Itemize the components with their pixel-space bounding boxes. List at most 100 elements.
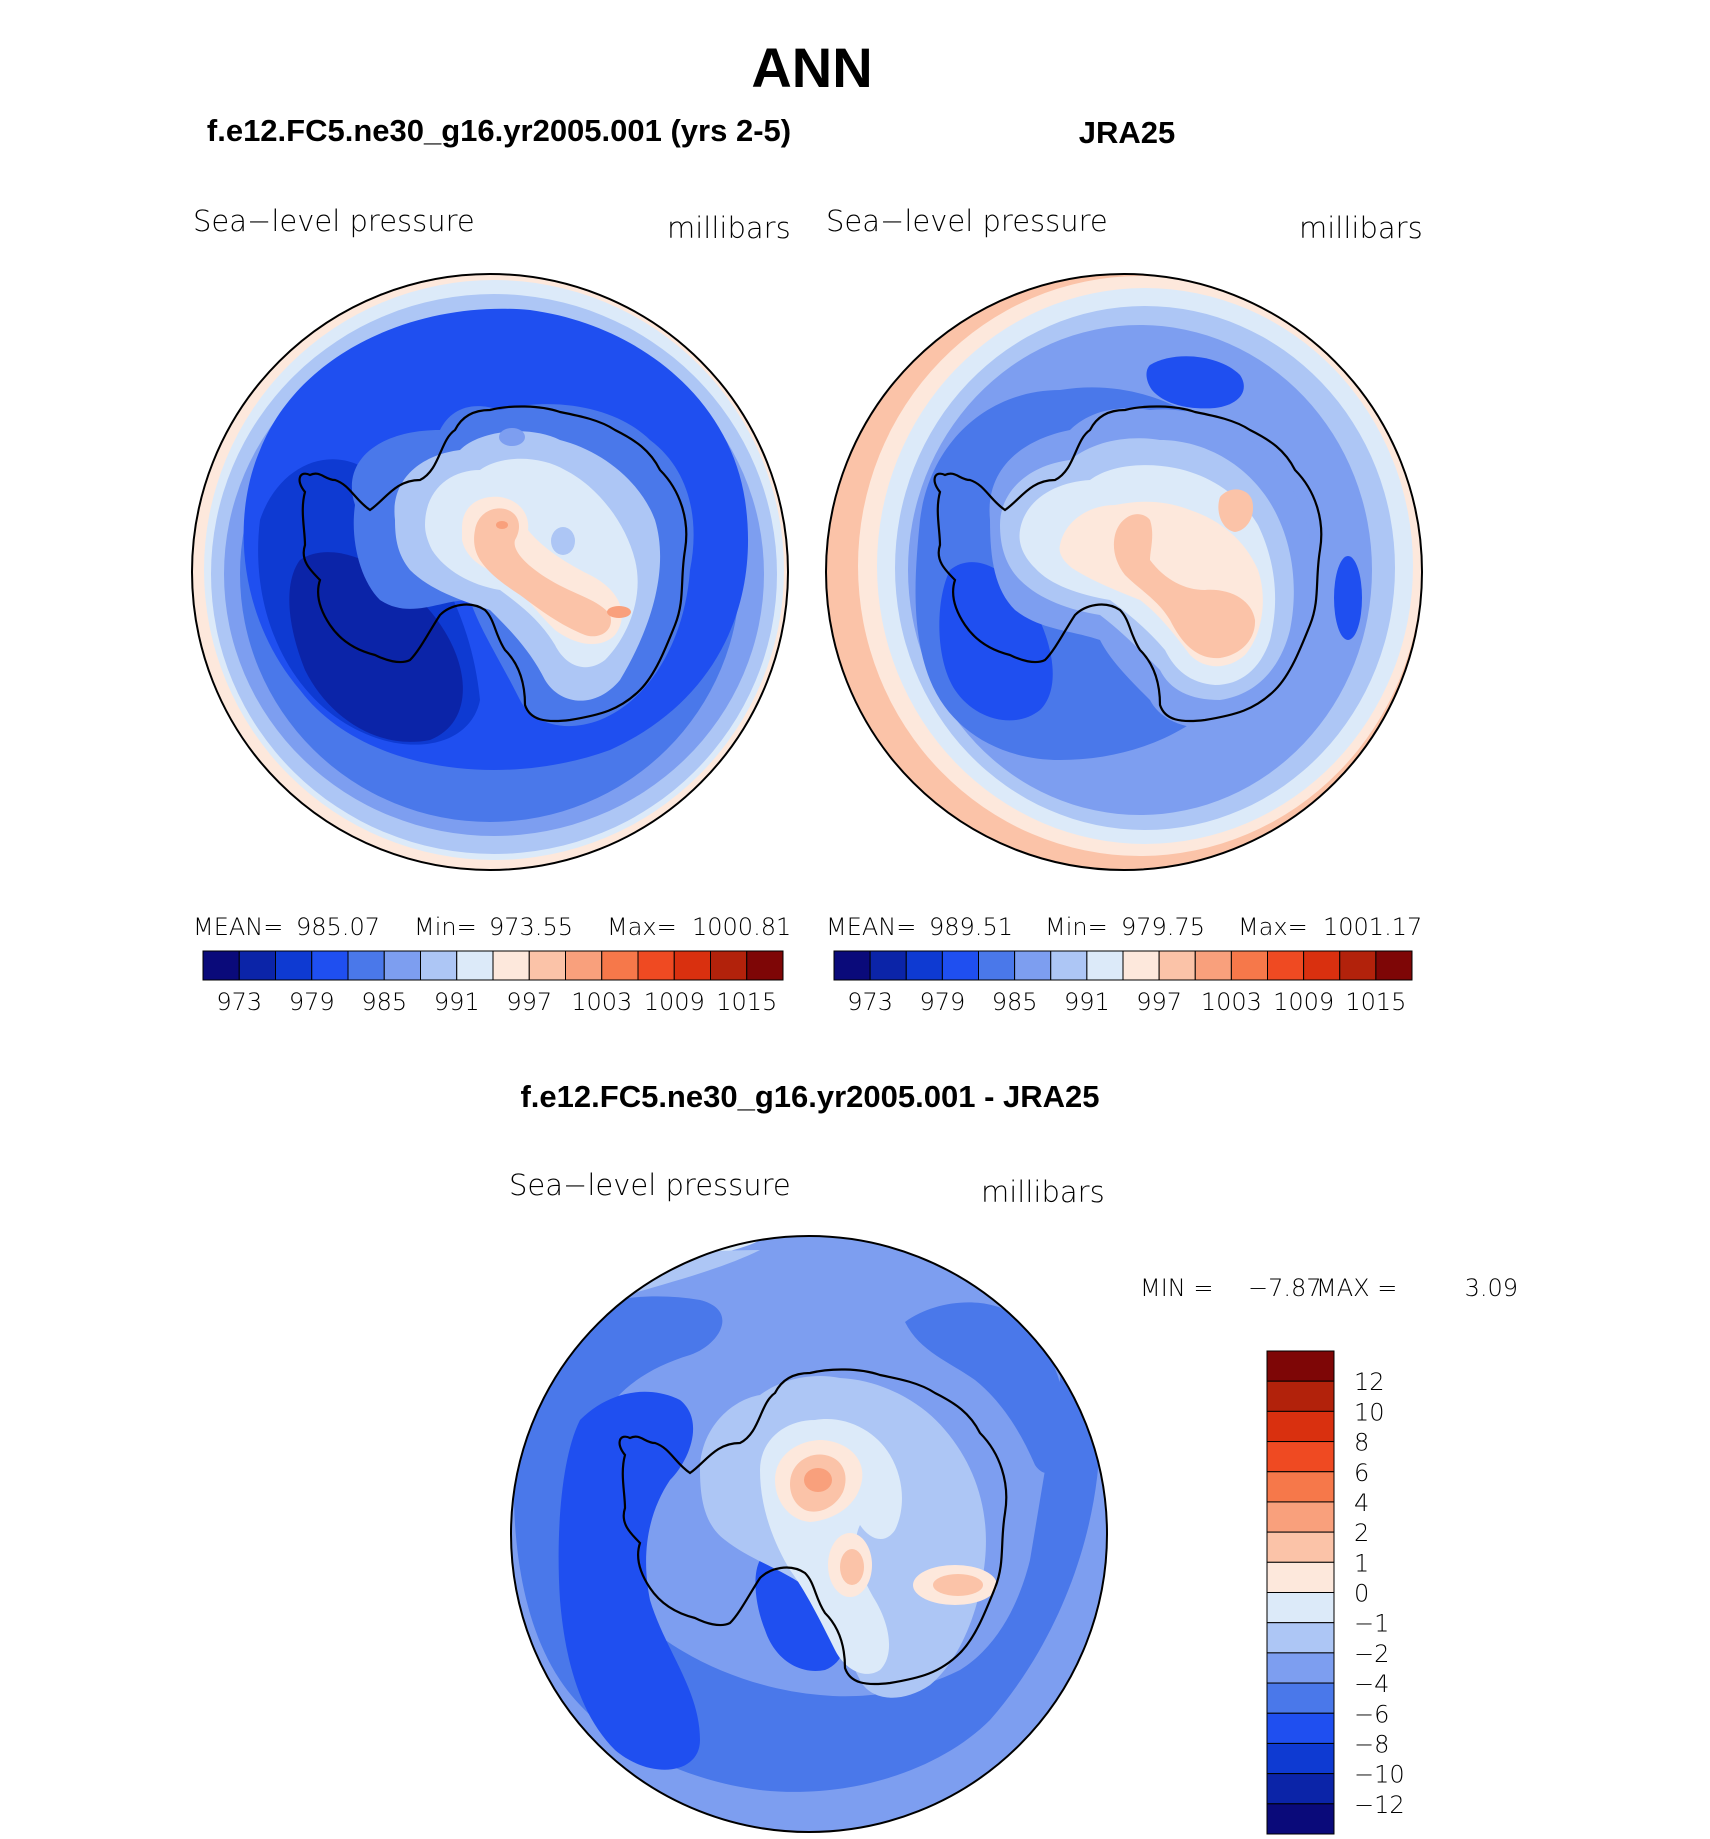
map-border-model xyxy=(191,273,789,871)
stat-mean-label-model: MEAN= xyxy=(193,913,283,941)
colorbar-tick-label: 0 xyxy=(1354,1580,1369,1608)
colorbar-tick-label: 1003 xyxy=(571,988,632,1016)
stat-mean-label-obs: MEAN= xyxy=(826,913,916,941)
colorbar-swatch xyxy=(1122,950,1160,981)
stat-max-value-obs: 1001.17 xyxy=(1323,913,1422,941)
colorbar-swatch xyxy=(528,950,566,981)
diff-low-minus6-north xyxy=(905,1302,1066,1473)
colorbar-swatch xyxy=(1266,1742,1335,1775)
stat-min-value-diff: −7.87 xyxy=(1248,1274,1322,1302)
colorbar-swatch xyxy=(456,950,494,981)
high-1003 xyxy=(607,606,631,618)
colorbar-swatch xyxy=(565,950,603,981)
colorbar-swatch xyxy=(275,950,313,981)
colorbar-swatch xyxy=(905,950,943,981)
colorbar-tick-label: 6 xyxy=(1354,1459,1369,1487)
stat-max-value-model: 1000.81 xyxy=(692,913,791,941)
stat-min-label-model: Min= xyxy=(414,913,477,941)
colorbar-swatch xyxy=(1050,950,1088,981)
colorbar-tick-label: 997 xyxy=(1136,988,1182,1016)
stat-max-value-diff: 3.09 xyxy=(1465,1274,1518,1302)
map-border-obs xyxy=(825,273,1423,871)
colorbar-tick-label: 985 xyxy=(361,988,407,1016)
map-model xyxy=(192,274,788,870)
colorbar-swatch xyxy=(710,950,748,981)
colorbar-tick-label: 985 xyxy=(992,988,1038,1016)
colorbar-swatch xyxy=(869,950,907,981)
units-label-diff: millibars xyxy=(981,1175,1105,1209)
variable-label-obs: Sea−level pressure xyxy=(826,204,1108,238)
colorbar-tick-label: 1015 xyxy=(716,988,777,1016)
high-1003-west xyxy=(496,521,508,529)
colorbar-tick-label: 991 xyxy=(1064,988,1110,1016)
colorbar-swatch xyxy=(1230,950,1268,981)
colorbar-swatch xyxy=(1266,1380,1335,1412)
contour-982-east xyxy=(1334,556,1362,640)
colorbar-swatch xyxy=(601,950,639,981)
colorbar-swatch xyxy=(1266,1531,1335,1563)
colorbar-tick-label: 1015 xyxy=(1345,988,1406,1016)
high-1000 xyxy=(474,508,611,637)
colorbar-tick-label: −1 xyxy=(1354,1610,1389,1638)
colorbar-tick-label: −6 xyxy=(1354,1700,1389,1728)
dip-plateau xyxy=(551,527,575,555)
stat-min-label-diff: MIN = xyxy=(1140,1274,1213,1302)
colorbar-swatch xyxy=(383,950,421,981)
colorbar-tick-label: 8 xyxy=(1354,1429,1369,1457)
colorbar-tick-label: 979 xyxy=(289,988,335,1016)
stat-mean-value-model: 985.07 xyxy=(296,913,380,941)
colorbar-swatch xyxy=(1266,1441,1335,1473)
colorbar-tick-label: −8 xyxy=(1354,1730,1389,1758)
colorbar-tick-label: 1009 xyxy=(1273,988,1334,1016)
stat-mean-value-obs: 989.51 xyxy=(929,913,1013,941)
colorbar-tick-label: 2 xyxy=(1354,1519,1369,1547)
colorbar-swatch xyxy=(1303,950,1341,981)
diff-south-plus2 xyxy=(840,1549,864,1585)
units-label-obs: millibars xyxy=(1299,211,1423,245)
colorbar-tick-label: 1 xyxy=(1354,1549,1369,1577)
diff-high-plus4 xyxy=(804,1468,832,1492)
colorbar-tick-label: 4 xyxy=(1354,1489,1369,1517)
stat-max-label-model: Max= xyxy=(607,913,677,941)
colorbar-swatch xyxy=(1266,1350,1335,1382)
map-border-diff xyxy=(510,1235,1108,1833)
colorbar-swatch xyxy=(238,950,276,981)
coastline-model xyxy=(298,405,688,723)
colorbar-swatch xyxy=(1194,950,1232,981)
dip-north xyxy=(499,428,525,446)
colorbar-swatch xyxy=(1266,1712,1335,1744)
high-1000 xyxy=(1113,514,1256,659)
colorbar-swatch xyxy=(1266,1471,1335,1503)
colorbar-swatch xyxy=(833,950,871,981)
colorbar-swatch xyxy=(1267,950,1305,981)
contour-982-north xyxy=(1146,356,1244,409)
colorbar-swatch xyxy=(1158,950,1196,981)
stat-min-value-model: 973.55 xyxy=(489,913,573,941)
colorbar-tick-label: −10 xyxy=(1354,1761,1405,1789)
colorbar-tick-label: 1003 xyxy=(1201,988,1262,1016)
colorbar-model: 973 979 985 991 997 1003 1009 1015 xyxy=(202,950,784,1016)
variable-label-model: Sea−level pressure xyxy=(193,204,475,238)
colorbar-tick-label: 12 xyxy=(1354,1368,1385,1396)
colorbar-swatch xyxy=(746,950,784,981)
variable-label-diff: Sea−level pressure xyxy=(509,1168,791,1202)
colorbar-swatch xyxy=(1266,1682,1335,1714)
colorbar-swatch xyxy=(637,950,675,981)
colorbar-tick-label: 997 xyxy=(506,988,552,1016)
coastline-diff xyxy=(618,1368,1008,1686)
panel-title-model: f.e12.FC5.ne30_g16.yr2005.001 (yrs 2-5) xyxy=(207,113,791,148)
coastline-obs xyxy=(933,405,1323,723)
colorbar-swatch xyxy=(978,950,1016,981)
colorbar-swatch xyxy=(1086,950,1124,981)
colorbar-obs: 973 979 985 991 997 1003 1009 1015 xyxy=(833,950,1413,1016)
colorbar-tick-label: 979 xyxy=(919,988,965,1016)
colorbar-tick-label: −12 xyxy=(1354,1791,1405,1819)
colorbar-swatch xyxy=(1266,1501,1335,1533)
main-title: ANN xyxy=(751,36,872,99)
map-obs xyxy=(826,274,1422,870)
colorbar-swatch xyxy=(1266,1773,1335,1805)
units-label-model: millibars xyxy=(667,211,791,245)
colorbar-swatch xyxy=(202,950,240,981)
colorbar-tick-label: 1009 xyxy=(644,988,705,1016)
panel-title-obs: JRA25 xyxy=(1079,115,1176,150)
